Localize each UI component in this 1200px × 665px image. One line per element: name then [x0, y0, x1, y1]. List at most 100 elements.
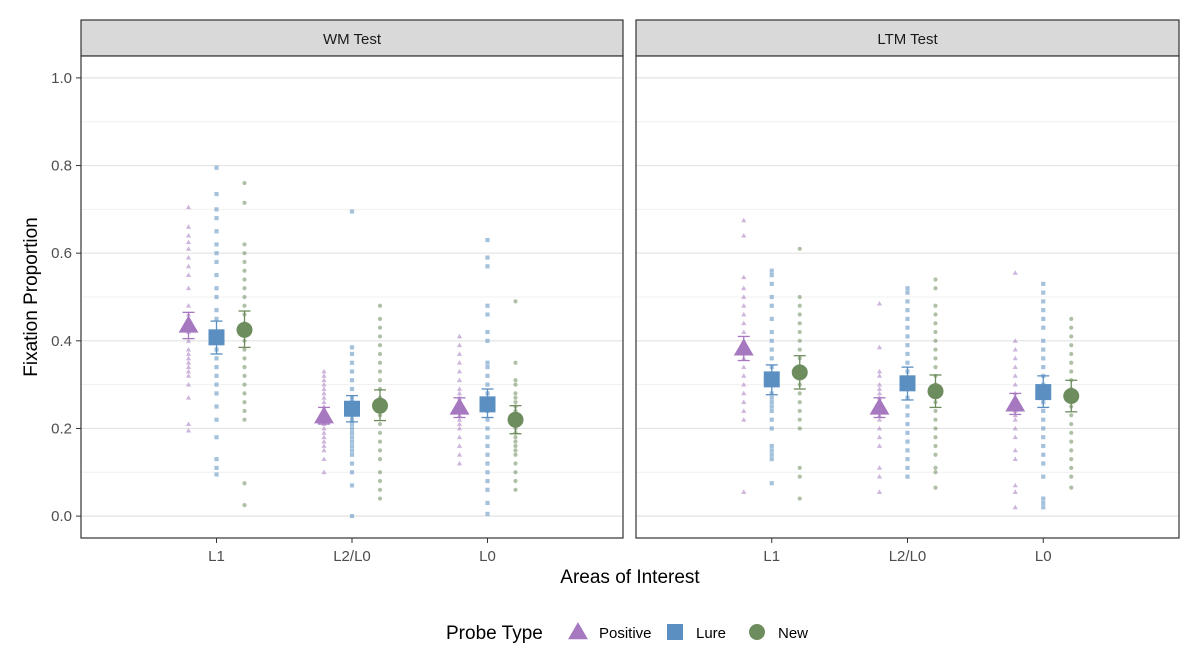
raw-point-new [933, 443, 938, 449]
raw-point-positive [456, 390, 463, 396]
raw-point-new [1069, 430, 1074, 435]
raw-point-lure [1041, 281, 1046, 286]
raw-point-lure [1041, 435, 1046, 440]
raw-point-lure [485, 264, 490, 269]
raw-point-positive [321, 434, 327, 440]
raw-point-positive [456, 452, 463, 457]
raw-point-new [242, 400, 247, 405]
raw-point-new [377, 316, 383, 322]
raw-point-positive [876, 373, 883, 378]
raw-point-new [242, 417, 247, 422]
raw-point-new [1069, 448, 1074, 453]
raw-point-positive [741, 320, 747, 326]
mean-marker-lure [1035, 384, 1052, 401]
raw-point-new [242, 481, 247, 486]
raw-point-lure [769, 272, 774, 278]
raw-point-lure [214, 259, 219, 265]
raw-point-positive [1012, 373, 1018, 378]
raw-point-new [933, 312, 938, 317]
raw-point-lure [769, 443, 774, 449]
raw-point-lure [769, 452, 774, 457]
raw-point-lure [349, 448, 355, 453]
raw-point-new [377, 448, 383, 453]
raw-point-positive [456, 360, 463, 365]
raw-point-positive [741, 311, 747, 317]
raw-point-positive [741, 399, 747, 405]
raw-point-new [797, 474, 802, 479]
raw-point-lure [769, 404, 774, 409]
raw-point-lure [214, 382, 219, 387]
mean-marker-positive [869, 397, 890, 415]
raw-point-new [513, 435, 518, 440]
raw-point-lure [905, 308, 910, 313]
raw-point-new [377, 457, 383, 462]
raw-point-positive [456, 443, 463, 448]
raw-point-new [797, 246, 802, 251]
raw-point-new [513, 461, 518, 466]
raw-point-positive [741, 329, 747, 334]
raw-point-positive [321, 395, 327, 400]
raw-point-positive [741, 390, 747, 396]
raw-point-positive [185, 272, 192, 277]
raw-point-new [1069, 325, 1074, 330]
raw-point-new [513, 360, 518, 365]
raw-point-positive [741, 217, 747, 223]
mean-marker-positive [1005, 394, 1026, 412]
raw-point-lure [349, 470, 355, 475]
raw-point-lure [214, 272, 219, 278]
x-tick-label: L0 [1035, 548, 1052, 565]
raw-point-lure [769, 268, 774, 273]
raw-point-new [1069, 343, 1074, 348]
raw-point-lure [214, 207, 219, 212]
raw-point-positive [741, 364, 747, 369]
raw-point-new [242, 356, 247, 361]
raw-point-new [933, 286, 938, 291]
raw-point-positive [456, 333, 463, 339]
raw-point-lure [1041, 443, 1046, 449]
raw-point-positive [876, 489, 883, 494]
raw-point-positive [321, 447, 327, 453]
raw-point-lure [769, 481, 774, 486]
raw-point-positive [321, 368, 327, 374]
raw-point-positive [321, 469, 327, 475]
raw-point-positive [185, 263, 192, 269]
raw-point-lure [214, 308, 219, 313]
raw-point-lure [485, 303, 490, 308]
raw-point-lure [349, 435, 355, 440]
raw-point-new [513, 378, 518, 383]
mean-marker-lure [899, 375, 916, 392]
raw-point-new [933, 408, 938, 414]
raw-point-new [1069, 360, 1074, 365]
raw-point-lure [769, 448, 774, 453]
raw-point-lure [1041, 452, 1046, 457]
raw-point-new [513, 470, 518, 475]
raw-point-lure [485, 417, 490, 422]
raw-point-lure [1041, 316, 1046, 322]
raw-point-new [797, 391, 802, 396]
raw-point-lure [905, 474, 910, 479]
raw-point-new [1069, 316, 1074, 322]
mean-marker-lure [344, 400, 360, 417]
raw-point-positive [185, 364, 192, 369]
legend-key-positive [568, 622, 588, 640]
raw-point-lure [214, 229, 219, 234]
raw-point-lure [214, 404, 219, 409]
raw-point-new [377, 343, 383, 348]
raw-point-lure [769, 400, 774, 405]
raw-point-lure [349, 461, 355, 466]
raw-point-positive [185, 239, 192, 245]
raw-point-new [513, 391, 518, 396]
raw-point-new [377, 430, 383, 435]
raw-point-positive [185, 246, 192, 251]
raw-point-new [513, 487, 518, 492]
strip-background [80, 19, 624, 57]
raw-point-positive [456, 368, 463, 374]
raw-point-new [242, 277, 247, 282]
raw-point-lure [485, 461, 490, 466]
raw-point-positive [185, 303, 192, 308]
raw-point-positive [1012, 425, 1018, 431]
raw-point-lure [769, 316, 774, 322]
x-tick-label: L2/L0 [889, 548, 927, 565]
raw-point-positive [321, 382, 327, 387]
raw-point-lure [485, 373, 490, 378]
